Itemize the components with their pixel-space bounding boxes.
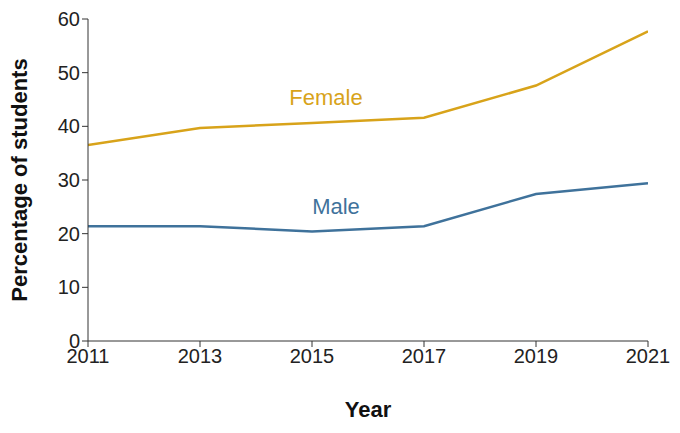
svg-text:20: 20 [58,223,80,245]
svg-text:40: 40 [58,115,80,137]
svg-text:60: 60 [58,8,80,30]
svg-text:2015: 2015 [290,345,335,367]
svg-text:10: 10 [58,276,80,298]
svg-text:2019: 2019 [514,345,559,367]
html-text:Percentage of students: Percentage of students [7,58,32,302]
svg-text:30: 30 [58,169,80,191]
svg-text:2011: 2011 [66,345,110,368]
html-text:Female: Female [289,85,363,110]
svg-text:2017: 2017 [402,345,447,367]
svg-text:2013: 2013 [178,345,223,367]
svg-text:2021: 2021 [626,345,671,367]
html-text:Year: Year [344,397,392,422]
html-text:Male: Male [312,194,360,219]
svg-text:50: 50 [58,62,80,84]
svg-text:0: 0 [69,330,80,352]
